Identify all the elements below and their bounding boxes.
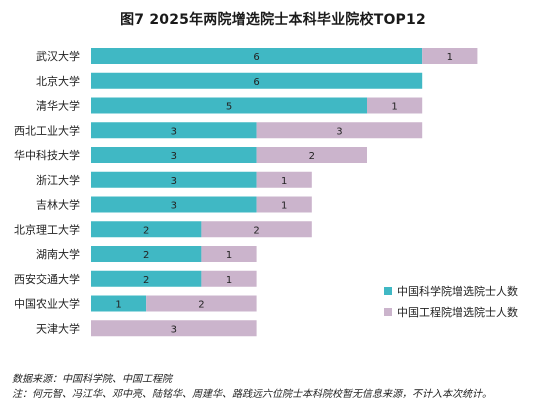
data-label: 1 [447, 52, 453, 63]
data-label: 2 [143, 275, 149, 286]
cae-bar-segment [367, 97, 423, 114]
category-label: 北京大学 [36, 74, 80, 88]
category-label: 华中科技大学 [14, 148, 80, 162]
data-label: 1 [281, 176, 287, 187]
cas-bar-segment [91, 270, 202, 287]
category-label: 浙江大学 [36, 173, 80, 187]
cae-bar-segment [201, 246, 257, 262]
category-label: 中国农业大学 [14, 297, 80, 311]
category-label: 吉林大学 [36, 198, 80, 212]
category-label: 湖南大学 [36, 247, 80, 261]
data-label: 1 [115, 300, 121, 311]
cas-bar-segment [91, 295, 147, 312]
data-label: 6 [253, 77, 259, 88]
cae-bar-segment [201, 221, 312, 238]
data-label: 1 [226, 250, 232, 261]
cae-bar-segment [256, 171, 312, 188]
data-label: 2 [253, 225, 259, 236]
cae-bar-segment [256, 196, 312, 213]
data-label: 1 [226, 275, 232, 286]
data-label: 2 [309, 151, 315, 162]
data-label: 2 [198, 300, 204, 311]
cas-bar-segment [91, 196, 257, 213]
data-label: 1 [391, 102, 397, 113]
cas-bar-segment [91, 246, 202, 262]
cae-bar-segment [146, 295, 257, 312]
legend-swatch-cas [384, 287, 392, 295]
category-label: 北京理工大学 [14, 222, 80, 236]
data-label: 3 [171, 176, 177, 187]
data-label: 3 [336, 126, 342, 137]
cas-bar-segment [91, 147, 257, 163]
legend-label-cas: 中国科学院增选院士人数 [397, 284, 518, 298]
legend-label-cae: 中国工程院增选院士人数 [397, 305, 518, 319]
cas-bar-segment [91, 171, 257, 188]
cas-bar-segment [91, 48, 423, 64]
category-label: 清华大学 [36, 99, 80, 113]
legend-swatch-cae [384, 308, 392, 316]
cae-bar-segment [201, 270, 257, 287]
chart-title: 图7 2025年两院增选院士本科毕业院校TOP12 [120, 12, 426, 28]
data-source-note: 数据来源：中国科学院、中国工程院 [12, 374, 172, 385]
category-label: 西北工业大学 [14, 123, 80, 137]
cas-bar-segment [91, 97, 367, 114]
exclusion-note: 注：何元智、冯江华、邓中亮、陆铭华、周建华、路践远六位院士本科院校暂无信息来源，… [12, 389, 492, 400]
cas-bar-segment [91, 72, 423, 89]
category-label: 天津大学 [36, 321, 80, 335]
data-label: 5 [226, 102, 232, 113]
cae-bar-segment [91, 320, 257, 337]
category-label: 西安交通大学 [14, 272, 80, 286]
cae-bar-segment [256, 122, 423, 139]
data-label: 3 [171, 126, 177, 137]
cae-bar-segment [422, 48, 478, 64]
data-label: 3 [171, 324, 177, 335]
data-label: 2 [143, 250, 149, 261]
data-label: 6 [253, 52, 259, 63]
category-label: 武汉大学 [36, 49, 80, 63]
cas-bar-segment [91, 221, 202, 238]
data-label: 3 [171, 151, 177, 162]
data-label: 2 [143, 225, 149, 236]
data-label: 3 [171, 201, 177, 212]
data-label: 1 [281, 201, 287, 212]
cae-bar-segment [256, 147, 367, 163]
cas-bar-segment [91, 122, 257, 139]
footnote: 数据来源：中国科学院、中国工程院 注：何元智、冯江华、邓中亮、陆铭华、周建华、路… [12, 372, 540, 402]
